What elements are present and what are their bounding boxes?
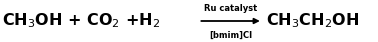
Text: CH$_3$CH$_2$OH: CH$_3$CH$_2$OH (266, 11, 360, 30)
Text: CH$_3$OH + CO$_2$ +H$_2$: CH$_3$OH + CO$_2$ +H$_2$ (2, 11, 160, 30)
Text: [bmim]Cl: [bmim]Cl (209, 31, 252, 40)
Text: Ru catalyst: Ru catalyst (204, 4, 257, 13)
